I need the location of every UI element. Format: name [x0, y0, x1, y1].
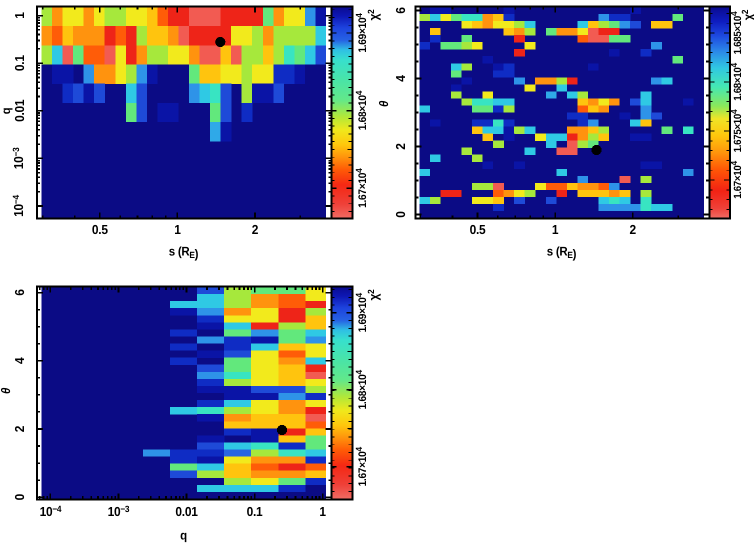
svg-text:1.67×104: 1.67×104 [354, 168, 369, 208]
svg-text:0.1: 0.1 [247, 504, 263, 519]
svg-text:1: 1 [552, 222, 558, 237]
svg-text:θ: θ [377, 101, 391, 107]
svg-text:4: 4 [12, 357, 27, 364]
svg-text:1.69×104: 1.69×104 [354, 293, 369, 333]
svg-text:4: 4 [393, 74, 408, 81]
svg-text:2: 2 [252, 222, 258, 237]
svg-text:1: 1 [12, 12, 27, 18]
svg-text:2: 2 [12, 426, 27, 432]
svg-text:0.01: 0.01 [175, 504, 197, 519]
svg-text:1.685×104: 1.685×104 [729, 11, 744, 54]
svg-text:1.67×104: 1.67×104 [354, 447, 369, 487]
svg-text:q: q [0, 108, 13, 114]
svg-text:1.68×104: 1.68×104 [354, 370, 369, 410]
svg-text:1.68×104: 1.68×104 [354, 91, 369, 131]
svg-text:s (RE): s (RE) [169, 245, 199, 262]
svg-text:s (RE): s (RE) [547, 245, 577, 262]
svg-text:0: 0 [393, 211, 408, 217]
svg-text:1: 1 [174, 222, 180, 237]
svg-text:χ2: χ2 [366, 289, 381, 300]
svg-text:10−3: 10−3 [11, 147, 26, 169]
svg-text:1.69×104: 1.69×104 [354, 13, 369, 53]
svg-text:χ2: χ2 [366, 9, 381, 20]
svg-text:0.5: 0.5 [92, 222, 108, 237]
svg-text:q: q [180, 529, 187, 543]
svg-text:0.1: 0.1 [12, 55, 27, 71]
svg-text:10−3: 10−3 [108, 504, 130, 519]
svg-text:χ2: χ2 [740, 10, 754, 21]
svg-text:1.675×104: 1.675×104 [729, 109, 744, 152]
svg-text:6: 6 [393, 7, 408, 13]
svg-text:θ: θ [0, 388, 13, 394]
svg-text:0.01: 0.01 [12, 100, 27, 122]
svg-text:0.5: 0.5 [470, 222, 486, 237]
svg-text:10−4: 10−4 [11, 195, 26, 217]
svg-text:2: 2 [393, 143, 408, 149]
svg-text:0: 0 [12, 494, 27, 500]
svg-text:2: 2 [630, 222, 636, 237]
svg-text:6: 6 [12, 289, 27, 295]
svg-text:10−4: 10−4 [40, 504, 62, 519]
svg-text:1.68×104: 1.68×104 [729, 63, 744, 101]
svg-text:1: 1 [319, 504, 325, 519]
svg-text:1.67×104: 1.67×104 [729, 161, 744, 199]
